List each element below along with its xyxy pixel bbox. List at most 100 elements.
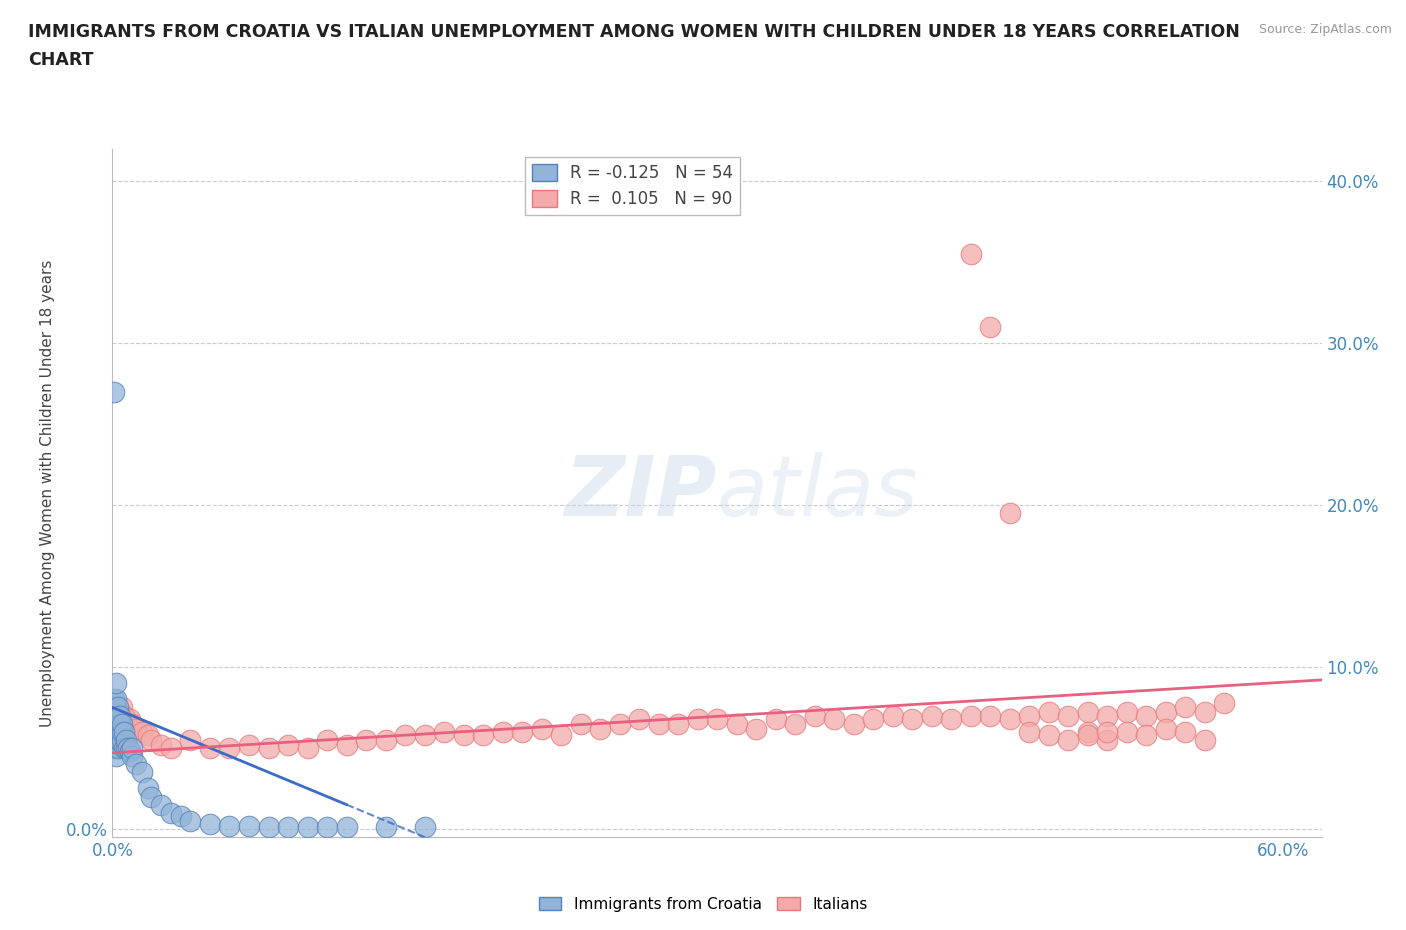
Point xyxy=(110,724,132,739)
Point xyxy=(105,733,128,748)
Point xyxy=(111,711,134,726)
Point xyxy=(115,733,138,748)
Point xyxy=(1194,733,1216,748)
Point xyxy=(107,733,129,748)
Point xyxy=(110,733,132,748)
Point xyxy=(550,727,572,742)
Point xyxy=(105,724,128,739)
Point xyxy=(413,727,436,742)
Point xyxy=(862,711,884,726)
Point xyxy=(115,711,138,726)
Point xyxy=(1038,705,1060,720)
Point xyxy=(105,676,128,691)
Point xyxy=(433,724,456,739)
Point xyxy=(103,692,125,707)
Point xyxy=(277,820,299,835)
Point xyxy=(1154,721,1177,736)
Point xyxy=(118,711,141,726)
Point xyxy=(901,711,924,726)
Point xyxy=(238,737,260,752)
Point xyxy=(103,716,125,731)
Point xyxy=(297,820,319,835)
Point xyxy=(160,805,183,820)
Point xyxy=(107,724,129,739)
Point xyxy=(218,740,240,755)
Point xyxy=(1057,733,1080,748)
Point xyxy=(1115,705,1137,720)
Point xyxy=(1057,708,1080,723)
Point xyxy=(105,716,128,731)
Point xyxy=(150,737,173,752)
Point xyxy=(141,789,163,804)
Point xyxy=(609,716,631,731)
Point xyxy=(1095,724,1118,739)
Point xyxy=(998,506,1021,521)
Point xyxy=(238,818,260,833)
Point xyxy=(979,320,1001,335)
Point xyxy=(107,708,129,723)
Point xyxy=(959,708,981,723)
Point xyxy=(998,711,1021,726)
Point xyxy=(277,737,299,752)
Point xyxy=(530,721,553,736)
Point xyxy=(112,708,135,723)
Point xyxy=(125,721,148,736)
Point xyxy=(112,724,135,739)
Point xyxy=(103,724,125,739)
Point xyxy=(103,740,125,755)
Point xyxy=(118,744,141,759)
Point xyxy=(1154,705,1177,720)
Point xyxy=(111,716,134,731)
Point xyxy=(725,716,748,731)
Point xyxy=(1077,724,1099,739)
Point xyxy=(103,708,125,723)
Point xyxy=(103,716,125,731)
Point xyxy=(218,818,240,833)
Point xyxy=(105,708,128,723)
Point xyxy=(921,708,943,723)
Point xyxy=(111,733,134,748)
Point xyxy=(765,711,787,726)
Point xyxy=(131,764,153,779)
Point xyxy=(1095,708,1118,723)
Point xyxy=(1174,724,1197,739)
Point xyxy=(141,733,163,748)
Point xyxy=(510,724,533,739)
Point xyxy=(297,740,319,755)
Point xyxy=(136,781,159,796)
Point xyxy=(110,716,132,731)
Point xyxy=(257,740,280,755)
Point xyxy=(1135,708,1157,723)
Text: IMMIGRANTS FROM CROATIA VS ITALIAN UNEMPLOYMENT AMONG WOMEN WITH CHILDREN UNDER : IMMIGRANTS FROM CROATIA VS ITALIAN UNEMP… xyxy=(28,23,1240,41)
Point xyxy=(121,716,143,731)
Point xyxy=(105,749,128,764)
Point xyxy=(150,797,173,812)
Point xyxy=(939,711,962,726)
Point xyxy=(110,716,132,731)
Point xyxy=(115,740,138,755)
Point xyxy=(117,716,139,731)
Point xyxy=(125,757,148,772)
Point xyxy=(111,700,134,715)
Point xyxy=(103,384,125,399)
Point xyxy=(112,740,135,755)
Point xyxy=(112,716,135,731)
Point xyxy=(170,808,193,823)
Point xyxy=(117,740,139,755)
Legend: Immigrants from Croatia, Italians: Immigrants from Croatia, Italians xyxy=(533,890,873,918)
Point xyxy=(589,721,612,736)
Point xyxy=(745,721,768,736)
Point xyxy=(107,716,129,731)
Point xyxy=(198,817,221,831)
Text: atlas: atlas xyxy=(717,452,918,534)
Point xyxy=(979,708,1001,723)
Point xyxy=(1213,695,1236,710)
Point xyxy=(413,820,436,835)
Point xyxy=(257,820,280,835)
Point xyxy=(121,740,143,755)
Point xyxy=(666,716,689,731)
Point xyxy=(107,740,129,755)
Point xyxy=(335,737,357,752)
Point xyxy=(1115,724,1137,739)
Point xyxy=(121,749,143,764)
